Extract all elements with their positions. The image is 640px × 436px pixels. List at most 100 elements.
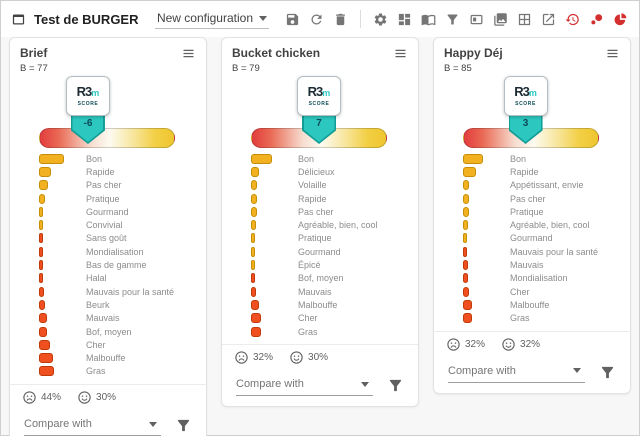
pie-red-icon[interactable] <box>612 11 629 28</box>
attribute-label: Appétissant, envie <box>510 180 584 191</box>
sentiment-stats: 44% 30% <box>20 390 196 405</box>
negative-sentiment: 32% <box>234 350 273 365</box>
attribute-bar <box>463 260 468 271</box>
settings-icon[interactable] <box>372 11 389 28</box>
score-marker: 3 <box>508 114 543 144</box>
positive-percentage: 30% <box>308 352 329 364</box>
bubbles-red-icon[interactable] <box>588 11 605 28</box>
attribute-row: Gourmand <box>20 205 196 218</box>
r3m-score-logo: R3m score <box>297 76 341 116</box>
attribute-bar <box>39 286 44 297</box>
happy-face-icon <box>290 351 303 364</box>
card-title: Happy Déj <box>444 46 503 60</box>
attribute-bar <box>251 326 261 337</box>
attribute-label: Halal <box>86 273 107 284</box>
toolbar-separator <box>360 10 361 28</box>
widgets-icon[interactable] <box>396 11 413 28</box>
attribute-bars: Bon Rapide Pas cher Pratique Gourmand Convivi… <box>20 152 196 378</box>
attribute-row: Sans goût <box>20 232 196 245</box>
page-title: Test de BURGER <box>34 11 139 27</box>
attribute-bar <box>463 180 469 191</box>
attribute-bar <box>39 260 43 271</box>
attribute-bar <box>39 206 43 217</box>
open-in-new-icon[interactable] <box>540 11 557 28</box>
positive-sentiment: 30% <box>289 350 328 365</box>
attribute-row: Appétissant, envie <box>444 179 620 192</box>
attribute-label: Mondialisation <box>510 273 568 284</box>
attribute-label: Rapide <box>86 166 115 177</box>
attribute-bar <box>39 246 43 257</box>
attribute-bar <box>251 166 259 177</box>
sentiment-stats: 32% 30% <box>232 350 408 365</box>
filter-icon[interactable] <box>444 11 461 28</box>
attribute-bar <box>251 153 272 164</box>
attribute-row: Convivial <box>20 218 196 231</box>
card-menu-icon[interactable] <box>393 46 408 61</box>
positive-percentage: 32% <box>520 338 541 350</box>
r3m-score-logo: R3m score <box>65 76 110 116</box>
collections-icon[interactable] <box>492 11 509 28</box>
attribute-row: Malbouffe <box>444 298 620 311</box>
filter-icon[interactable] <box>175 417 192 434</box>
score-pointer: R3m score 7 <box>297 76 341 144</box>
attribute-label: Mauvais <box>510 260 544 271</box>
filter-icon[interactable] <box>387 377 404 394</box>
attribute-label: Mauvais <box>298 286 332 297</box>
product-card: Bucket chicken B = 79 R3m score 7 Bon D <box>221 37 419 408</box>
attribute-bar <box>39 339 50 350</box>
chevron-down-icon <box>573 368 581 374</box>
logo-caption: score <box>515 101 536 107</box>
layout-icon[interactable] <box>468 11 485 28</box>
happy-face-icon <box>502 338 515 351</box>
attribute-label: Pas cher <box>510 193 546 204</box>
card-menu-icon[interactable] <box>605 46 620 61</box>
score-gauge: R3m score 3 <box>444 76 620 148</box>
card-divider <box>434 330 630 332</box>
attribute-label: Malbouffe <box>510 299 550 310</box>
compare-with-select[interactable]: Compare with <box>236 375 373 397</box>
attribute-label: Agréable, bien, cool <box>510 220 590 231</box>
score-gradient-bar <box>39 128 175 148</box>
card-divider <box>222 344 418 346</box>
compare-with-select[interactable]: Compare with <box>448 362 585 383</box>
book-icon[interactable] <box>420 11 437 28</box>
attribute-bar <box>463 313 472 324</box>
attribute-label: Mauvais <box>86 313 120 324</box>
attribute-row: Halal <box>20 272 196 285</box>
attribute-row: Mauvais pour la santé <box>20 285 196 298</box>
attribute-bar <box>251 193 257 204</box>
excel-grid-icon[interactable] <box>516 11 533 28</box>
attribute-bar <box>463 233 467 244</box>
attribute-bar <box>39 273 43 284</box>
reset-icon[interactable] <box>308 11 325 28</box>
delete-icon[interactable] <box>332 11 349 28</box>
app-header: Test de BURGER New configuration <box>1 1 639 37</box>
save-icon[interactable] <box>284 11 301 28</box>
attribute-row: Pas cher <box>232 205 408 218</box>
score-pointer: R3m score -6 <box>65 76 110 144</box>
compare-with-label: Compare with <box>24 418 92 431</box>
compare-with-label: Compare with <box>448 364 516 377</box>
history-red-icon[interactable] <box>564 11 581 28</box>
cards-container: Brief B = 77 R3m score -6 Bon Rapide Pas <box>1 37 639 436</box>
attribute-label: Gourmand <box>86 206 129 217</box>
configuration-select[interactable]: New configuration <box>154 9 269 29</box>
attribute-row: Pas cher <box>20 179 196 192</box>
attribute-label: Gras <box>298 326 318 337</box>
attribute-label: Délicieux <box>298 166 335 177</box>
compare-with-select[interactable]: Compare with <box>24 415 161 436</box>
filter-icon[interactable] <box>599 364 616 381</box>
positive-sentiment: 32% <box>501 337 540 352</box>
compare-with-label: Compare with <box>236 378 304 391</box>
card-title: Bucket chicken <box>232 46 321 60</box>
attribute-row: Agréable, bien, cool <box>444 218 620 231</box>
attribute-row: Rapide <box>20 165 196 178</box>
chevron-down-icon <box>149 421 157 427</box>
attribute-label: Gras <box>510 313 530 324</box>
attribute-bar <box>39 166 51 177</box>
attribute-row: Mauvais <box>444 258 620 271</box>
card-menu-icon[interactable] <box>181 46 196 61</box>
score-value: -6 <box>83 118 93 129</box>
attribute-label: Bon <box>510 153 527 164</box>
